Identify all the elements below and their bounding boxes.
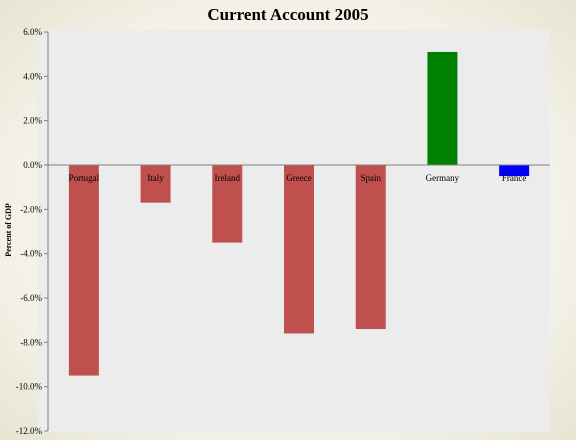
category-label: France [502,173,527,183]
y-tick-label: -8.0% [20,337,42,347]
bar-portugal [68,165,99,376]
y-axis-label: Percent of GDP [4,203,13,257]
bars-group [68,51,530,376]
y-tick-label: -10.0% [16,382,43,392]
y-tick-label: -2.0% [20,204,42,214]
bar-germany [427,51,458,166]
y-axis: 6.0% 4.0% 2.0% 0.0% -2.0% -4.0% -6.0% -8.0% -10.… [16,27,49,436]
category-label: Italy [147,173,164,183]
bar-greece [284,165,314,334]
y-tick-label: 4.0% [23,71,42,81]
category-label: Spain [360,173,381,183]
y-tick-label: -4.0% [20,249,42,259]
y-tick-label: 2.0% [23,116,42,126]
bar-ireland [212,165,243,243]
y-tick-label: 0.0% [23,160,42,170]
category-label: Greece [286,173,311,183]
bar-france [499,165,530,177]
category-label: Ireland [215,173,241,183]
category-label: Germany [426,173,460,183]
y-tick-label: -6.0% [20,293,42,303]
y-tick-label: 6.0% [23,27,42,37]
chart-title: Current Account 2005 [207,5,368,24]
bar-italy [140,165,171,203]
y-tick-label: -12.0% [16,426,43,436]
category-label: Portugal [69,173,100,183]
category-labels: Portugal Italy Ireland Greece Spain Germany Fr… [69,173,527,183]
bar-spain [355,165,386,330]
